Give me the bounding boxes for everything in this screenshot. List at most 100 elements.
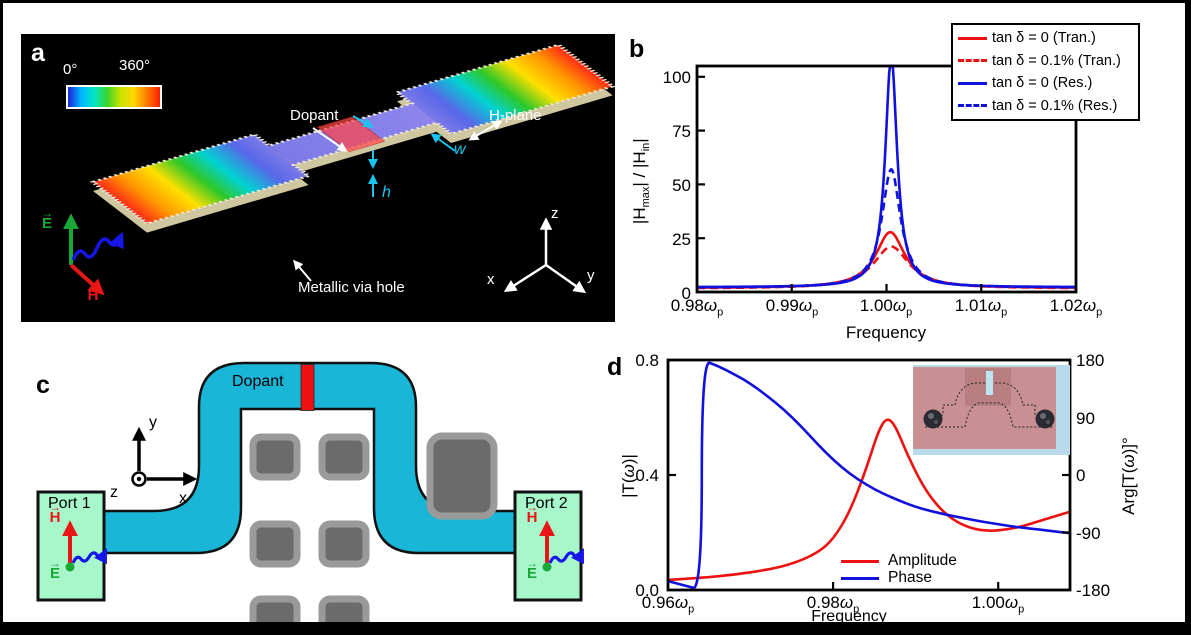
d-ytick-m90: -90 <box>1076 524 1101 543</box>
b-xtick-099: 0.99ωp <box>765 296 819 319</box>
vector-overbar-icon: → <box>49 556 61 570</box>
legend-entry: tan δ = 0.1% (Tran.) <box>958 53 1138 69</box>
sample-photo-inset <box>913 365 1070 455</box>
legend-line-red-dashed <box>958 59 987 63</box>
panel-b-chart <box>695 64 1078 294</box>
curve-tan δ = 0.1% (Res.) <box>697 167 1076 289</box>
d-xtick-096: 0.96ωp <box>641 593 695 616</box>
b-ytick-25: 25 <box>672 230 691 249</box>
panel-a-letter: a <box>31 39 45 67</box>
port2-h-label: → H <box>526 500 538 526</box>
wave-propagation-arrow <box>71 231 124 261</box>
axes-c <box>131 426 198 487</box>
dopant-edge-arrow <box>352 115 374 128</box>
b-xtick-098: 0.98ωp <box>670 296 724 319</box>
input-pad-phase-map <box>93 134 309 224</box>
vector-overbar-icon: → <box>41 206 53 220</box>
e-field-label-a: → E <box>41 206 53 232</box>
y-axis-label-a: y <box>587 267 595 284</box>
h-label: h <box>382 184 391 201</box>
d-xtick-100: 1.00ωp <box>971 593 1025 616</box>
w-label: w <box>454 141 466 158</box>
legend-line-red-solid <box>958 36 987 40</box>
h-plane-label: H-plane <box>489 107 542 124</box>
block <box>318 520 370 568</box>
waveguide-channel <box>102 361 517 555</box>
panel-b-letter: b <box>629 35 645 63</box>
panel-b-legend: tan δ = 0 (Tran.) tan δ = 0.1% (Tran.) t… <box>951 23 1140 121</box>
h-field-label-a: → H <box>87 278 99 304</box>
dopant-slot-photo <box>986 371 993 395</box>
b-ytick-0: 0 <box>681 284 691 303</box>
block <box>249 595 301 622</box>
metal-blocks <box>249 432 498 622</box>
phase-colorbar <box>66 85 162 109</box>
d-ytick-04: 0.4 <box>635 466 659 485</box>
d-ytick-08: 0.8 <box>635 351 659 370</box>
ticks-b <box>697 75 983 292</box>
vector-overbar-icon: → <box>526 556 538 570</box>
d-ytick-00: 0.0 <box>635 581 659 600</box>
d-ytick-m180: -180 <box>1076 581 1111 600</box>
waveguide-3d <box>89 43 615 226</box>
d-ytick-180: 180 <box>1076 351 1105 370</box>
curve-Amplitude <box>667 418 1071 582</box>
sma-connectors <box>923 409 1055 429</box>
curves-d <box>667 361 1071 590</box>
d-legend-amplitude: Amplitude <box>841 552 957 570</box>
block-large <box>426 432 498 520</box>
z-axis-label-a: z <box>551 205 559 222</box>
colorbar-max-label: 360° <box>119 57 151 74</box>
axes-triad <box>503 217 587 294</box>
d-xtick-098: 0.98ωp <box>806 593 860 616</box>
curve-Phase <box>667 361 1071 590</box>
x-axis-label-a: x <box>487 271 495 288</box>
curve-tan δ = 0 (Tran.) <box>697 230 1076 289</box>
colorbar-min-label: 0° <box>63 61 78 78</box>
legend-entry: tan δ = 0 (Res.) <box>958 75 1138 91</box>
x-axis-arrow <box>503 263 547 293</box>
y-axis-label-c: y <box>149 414 157 431</box>
panel-c-schematic <box>36 361 584 622</box>
panel-b-xlabel: Frequency <box>845 323 927 342</box>
port1-h-label: → H <box>49 500 61 526</box>
panel-a-3d-render <box>21 34 615 322</box>
port-2-label: Port 2 <box>525 495 568 512</box>
legend-line-amplitude <box>841 559 879 563</box>
panel-d-xlabel: Frequency <box>811 608 887 625</box>
port1-e-dot <box>65 562 75 572</box>
dopant-strip <box>300 364 315 411</box>
legend-entry: tan δ = 0 (Tran.) <box>958 30 1138 46</box>
block <box>249 433 301 481</box>
b-xtick-100: 1.00ωp <box>859 296 913 319</box>
dopant-arrow <box>312 127 348 152</box>
port2-e-dot <box>542 562 552 572</box>
d-ytick-0: 0 <box>1076 466 1086 485</box>
panel-d-ylabel-right: Arg[T(ω)]° <box>1119 437 1138 515</box>
y-axis-arrow <box>545 263 587 294</box>
x-axis-label-c: x <box>179 490 187 507</box>
h-field-arrow <box>69 263 105 296</box>
block <box>318 433 370 481</box>
curve-tan δ = 0.1% (Tran.) <box>697 245 1076 290</box>
port1-e-label: → E <box>49 556 61 582</box>
h-plane-double-arrow <box>468 120 503 141</box>
via-hole-label: Metallic via hole <box>298 279 405 296</box>
dopant-slab <box>316 116 386 153</box>
b-xtick-101: 1.01ωp <box>954 296 1008 319</box>
via-hole-arrow <box>293 259 312 282</box>
vector-overbar-icon: → <box>49 500 61 514</box>
output-pad-phase-map <box>397 44 613 135</box>
panel-d-letter: d <box>607 353 623 381</box>
panel-c-letter: c <box>36 371 50 399</box>
b-ytick-100: 100 <box>662 68 691 87</box>
port2-wave-arrow <box>548 548 584 565</box>
port-1-label: Port 1 <box>48 495 91 512</box>
panel-b-ylabel: |Hmax| / |Hin| <box>629 138 653 225</box>
b-xtick-102: 1.02ωp <box>1049 296 1103 319</box>
legend-entry: tan δ = 0.1% (Res.) <box>958 98 1138 114</box>
legend-line-blue-solid <box>958 81 987 85</box>
vector-overbar-icon: → <box>87 278 99 292</box>
d-legend-phase: Phase <box>841 569 932 587</box>
